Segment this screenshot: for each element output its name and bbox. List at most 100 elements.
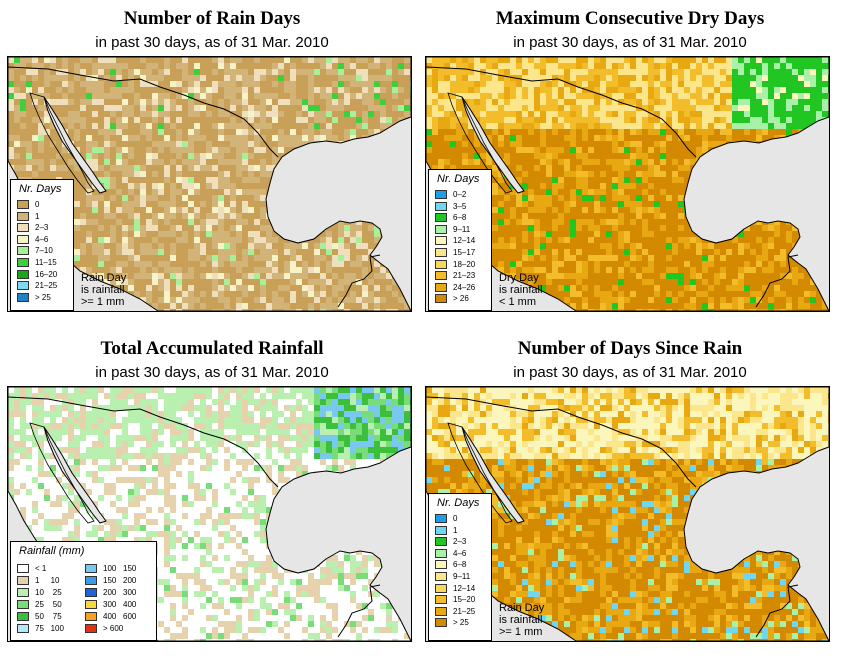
legend-label: > 25 bbox=[35, 292, 51, 302]
gulf-of-california bbox=[43, 426, 107, 524]
legend-label: 6–8 bbox=[453, 213, 467, 223]
legend-label: > 25 bbox=[453, 618, 469, 628]
legend-label: 300 400 bbox=[103, 600, 137, 609]
legend-swatch bbox=[17, 281, 29, 291]
legend-label: 7–10 bbox=[35, 246, 53, 256]
legend-swatch bbox=[435, 224, 447, 234]
legend-swatch bbox=[85, 624, 97, 633]
legend-label: 25 50 bbox=[35, 600, 62, 609]
legend-title: Rainfall (mm) bbox=[19, 545, 85, 557]
legend-label: 2–3 bbox=[35, 223, 49, 233]
baja-coast bbox=[447, 92, 513, 194]
legend-swatch bbox=[17, 234, 29, 244]
legend-days-since-rain: Nr. Days 0 1 2–3 4–6 6–8 9–11 12–14 15–20 21–25 >… bbox=[428, 493, 492, 641]
coastline bbox=[426, 387, 829, 641]
map-days-since-rain bbox=[425, 386, 830, 642]
map-note: Dry Day is rainfall < 1 mm bbox=[499, 272, 543, 308]
legend-label: 15–17 bbox=[453, 248, 476, 257]
map-max-dry-days bbox=[425, 56, 830, 312]
legend-swatch bbox=[435, 294, 447, 304]
panel-max-dry-days: Maximum Consecutive Dry Days in past 30 … bbox=[425, 0, 835, 322]
legend-label: 100 150 bbox=[103, 564, 137, 573]
legend-label: 15–20 bbox=[453, 595, 476, 605]
legend-swatch bbox=[17, 624, 29, 633]
legend-label: < 1 bbox=[35, 564, 47, 573]
legend-swatch bbox=[435, 190, 447, 199]
legend-label: 1 bbox=[453, 525, 458, 535]
legend-label: 6–8 bbox=[453, 560, 467, 570]
us-mexico-border bbox=[8, 66, 279, 158]
legend-swatch bbox=[17, 246, 29, 256]
legend-swatch bbox=[435, 560, 447, 570]
legend-swatch bbox=[17, 258, 29, 267]
legend-label: 150 200 bbox=[103, 576, 137, 585]
legend-swatch bbox=[435, 548, 447, 558]
gulf-coast bbox=[691, 228, 745, 244]
legend-swatch bbox=[17, 588, 29, 597]
legend-max-dry-days: Nr. Days 0–2 3–5 6–8 9–11 12–14 15–17 18–20 21–… bbox=[428, 169, 492, 311]
legend-swatch bbox=[17, 223, 29, 233]
legend-swatch bbox=[435, 572, 447, 581]
legend-swatch bbox=[85, 564, 97, 573]
legend-label: 11–15 bbox=[35, 258, 57, 267]
legend-label: 0 bbox=[35, 200, 40, 209]
legend-label: 9–11 bbox=[453, 572, 471, 581]
gulf-coast bbox=[273, 228, 327, 244]
map-note: Rain Day is rainfall >= 1 mm bbox=[499, 602, 545, 638]
legend-label: 21–25 bbox=[35, 281, 58, 291]
baja-coast bbox=[29, 422, 95, 524]
legend-swatch bbox=[85, 600, 97, 609]
us-mexico-border bbox=[426, 396, 697, 488]
legend-swatch bbox=[17, 564, 29, 573]
legend-label: 12–14 bbox=[453, 236, 476, 246]
gulf-of-california bbox=[43, 96, 107, 194]
legend-swatch bbox=[435, 201, 447, 211]
panel-title: Maximum Consecutive Dry Days bbox=[495, 8, 765, 29]
legend-swatch bbox=[17, 292, 29, 302]
legend-swatch bbox=[17, 269, 29, 279]
map-rain-days bbox=[7, 56, 412, 312]
legend-label: 2–3 bbox=[453, 537, 467, 547]
legend-swatch bbox=[17, 576, 29, 585]
panel-rain-days: Number of Rain Days in past 30 days, as … bbox=[7, 0, 417, 322]
legend-title: Nr. Days bbox=[437, 173, 480, 185]
gulf-coast bbox=[691, 558, 745, 574]
legend-swatch bbox=[85, 576, 97, 585]
central-america-border bbox=[337, 254, 381, 308]
central-america-border bbox=[337, 584, 381, 638]
panel-title: Number of Days Since Rain bbox=[517, 338, 743, 359]
coastline bbox=[426, 57, 829, 311]
map-canvas bbox=[426, 387, 829, 641]
legend-label: 400 600 bbox=[103, 612, 137, 621]
baja-coast bbox=[447, 422, 513, 524]
legend-label: 4–6 bbox=[35, 234, 49, 244]
legend-swatch bbox=[435, 606, 447, 616]
baja-coast bbox=[29, 92, 95, 194]
legend-label: 0 bbox=[453, 514, 458, 523]
legend-label: 50 75 bbox=[35, 612, 62, 621]
legend-swatch bbox=[85, 588, 97, 597]
legend-label: 0–2 bbox=[453, 190, 467, 199]
legend-swatch bbox=[435, 618, 447, 628]
gulf-of-california bbox=[461, 96, 525, 194]
legend-swatch bbox=[435, 514, 447, 523]
legend-label: 10 25 bbox=[35, 588, 62, 597]
legend-swatch bbox=[435, 271, 447, 281]
central-america-border bbox=[755, 584, 799, 638]
legend-swatch bbox=[435, 213, 447, 223]
legend-label: 24–26 bbox=[453, 282, 476, 292]
legend-swatch bbox=[435, 282, 447, 292]
map-canvas bbox=[426, 57, 829, 311]
gulf-coast bbox=[273, 558, 327, 574]
panel-subtitle: in past 30 days, as of 31 Mar. 2010 bbox=[513, 364, 747, 381]
legend-label: 1 10 bbox=[35, 576, 60, 585]
legend-swatch bbox=[435, 595, 447, 605]
legend-swatch bbox=[435, 537, 447, 547]
legend-label: 16–20 bbox=[35, 269, 58, 279]
legend-label: 12–14 bbox=[453, 583, 476, 593]
legend-label: 75 100 bbox=[35, 624, 64, 633]
panel-subtitle: in past 30 days, as of 31 Mar. 2010 bbox=[95, 364, 329, 381]
map-note: Rain Day is rainfall >= 1 mm bbox=[81, 272, 127, 308]
legend-swatch bbox=[17, 200, 29, 209]
legend-swatch bbox=[435, 236, 447, 246]
